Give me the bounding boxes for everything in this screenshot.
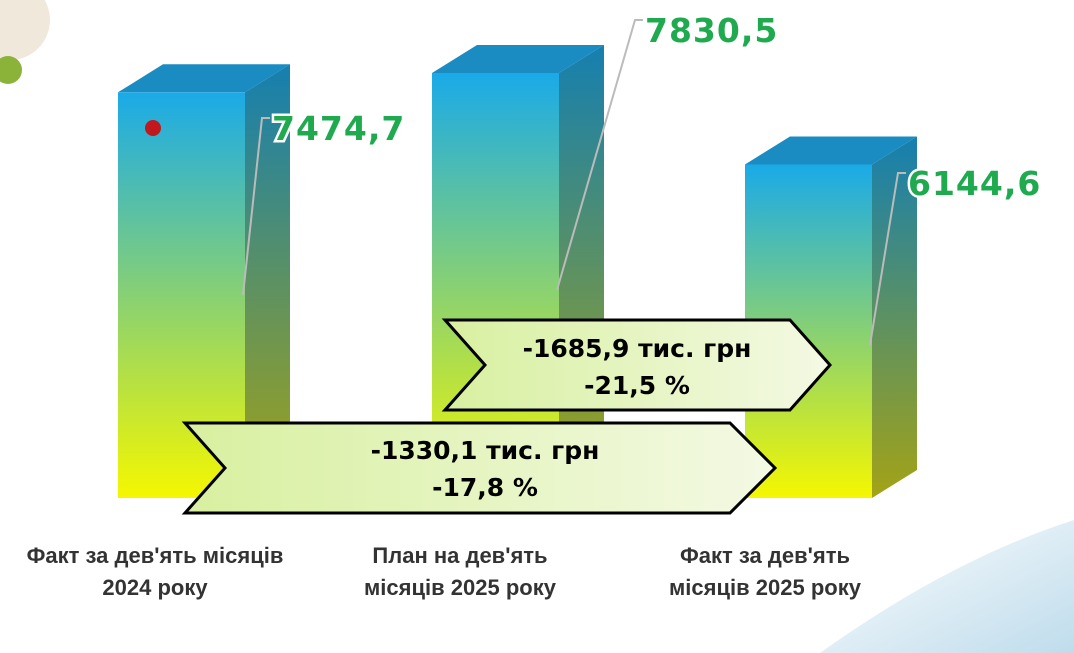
annotation: -1330,1 тис. грн	[371, 436, 600, 465]
x-tick-label: Факт за дев'ять місяців 2025 року	[669, 543, 861, 600]
arrow-box	[181, 421, 778, 515]
x-tick-label: Факт за дев'ять місяців 2024 року	[26, 543, 284, 600]
decor-plate	[0, 0, 50, 60]
bar-side	[872, 136, 917, 498]
leader-line	[869, 172, 906, 346]
value-label: 7830,5	[645, 11, 778, 50]
bar-top	[118, 64, 290, 93]
leader-line	[242, 117, 270, 296]
annotation: -21,5 %	[584, 371, 690, 400]
value-label: 6144,6	[908, 164, 1041, 203]
bar-top	[745, 136, 917, 165]
arrow-box	[441, 318, 833, 412]
decor-kiwi	[0, 56, 22, 84]
annotation: -17,8 %	[432, 473, 538, 502]
decor-dot	[145, 120, 161, 136]
bar-top	[432, 45, 604, 73]
x-tick-label: План на дев'ять місяців 2025 року	[364, 543, 556, 600]
annotation: -1685,9 тис. грн	[523, 334, 752, 363]
leader-line	[556, 19, 643, 291]
value-label: 7474,7	[272, 109, 405, 148]
background-swoosh	[820, 520, 1074, 653]
